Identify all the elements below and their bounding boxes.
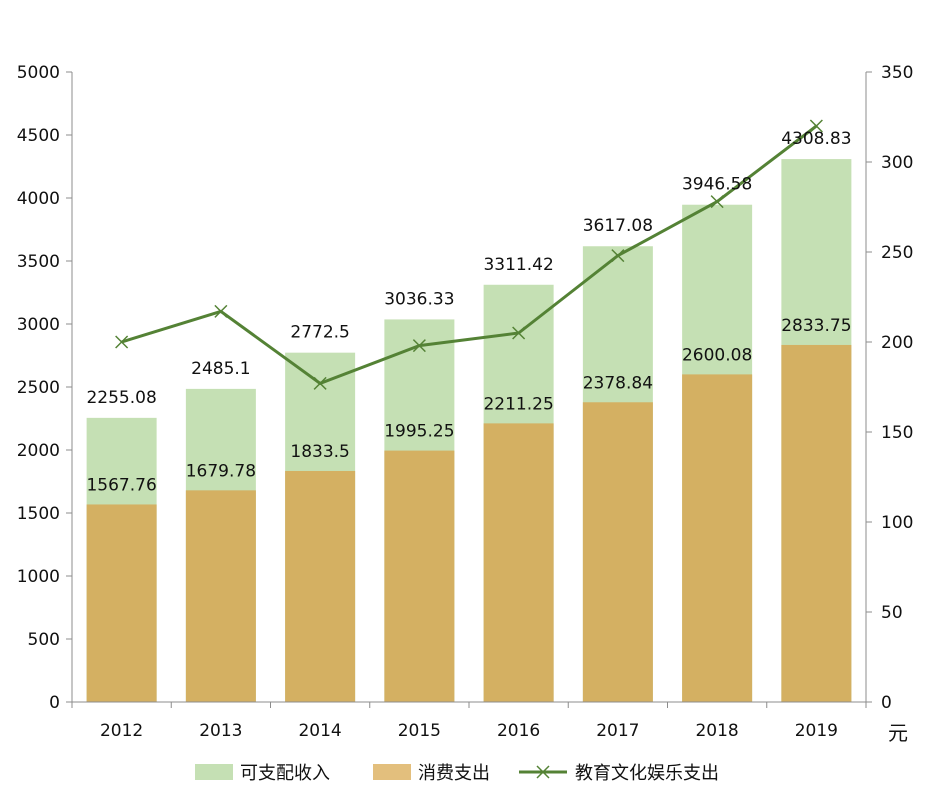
- marker-education-2016: [512, 326, 526, 340]
- bar-consumption-2013: [185, 490, 256, 702]
- right-tick-label: 200: [881, 333, 913, 353]
- right-axis-unit: 元: [888, 721, 908, 745]
- label-consumption-2013: 1679.78: [186, 461, 256, 481]
- bar-consumption-2012: [86, 504, 157, 702]
- line-layer: [115, 119, 823, 390]
- label-consumption-2014: 1833.5: [290, 442, 349, 462]
- bar-consumption-2017: [582, 402, 653, 702]
- label-income-2015: 3036.33: [384, 289, 454, 309]
- marker-education-2015: [412, 339, 426, 353]
- left-tick-label: 3000: [17, 315, 60, 335]
- marker-education-2018: [710, 195, 724, 209]
- right-tick-label: 150: [881, 423, 913, 443]
- left-tick-label: 4000: [17, 189, 60, 209]
- x-tick-label-2017: 2017: [596, 721, 639, 741]
- left-tick-label: 3500: [17, 252, 60, 272]
- data-labels-layer: 2255.08 2485.1 2772.5 3036.33 3311.42 3617.08…: [86, 129, 851, 495]
- label-income-2014: 2772.5: [290, 323, 349, 343]
- left-tick-label: 4500: [17, 126, 60, 146]
- marker-education-2017: [611, 249, 625, 263]
- x-tick-label-2016: 2016: [497, 721, 540, 741]
- label-consumption-2015: 1995.25: [384, 422, 454, 442]
- x-tick-label-2018: 2018: [695, 721, 738, 741]
- right-tick-label: 100: [881, 513, 913, 533]
- label-income-2019: 4308.83: [781, 129, 851, 149]
- right-tick-label: 0: [881, 693, 892, 713]
- legend-swatch-consumption: [373, 764, 411, 780]
- label-income-2013: 2485.1: [191, 359, 250, 379]
- label-consumption-2018: 2600.08: [682, 345, 752, 365]
- marker-education-2019: [809, 119, 823, 133]
- right-tick-label: 300: [881, 153, 913, 173]
- left-tick-label: 2500: [17, 378, 60, 398]
- left-tick-label: 2000: [17, 441, 60, 461]
- right-tick-label: 350: [881, 63, 913, 83]
- x-tick-label-2012: 2012: [100, 721, 143, 741]
- x-tick-label-2019: 2019: [795, 721, 838, 741]
- legend-swatch-income: [195, 764, 233, 780]
- legend-marker-education: [536, 765, 550, 779]
- axes-layer: 0500100015002000250030003500400045005000…: [17, 63, 914, 741]
- legend-label-income: 可支配收入: [240, 763, 330, 784]
- left-tick-label: 0: [49, 693, 60, 713]
- label-income-2018: 3946.58: [682, 175, 752, 195]
- bar-consumption-2019: [781, 344, 852, 702]
- x-tick-label-2014: 2014: [298, 721, 341, 741]
- marker-education-2013: [214, 304, 228, 318]
- label-consumption-2012: 1567.76: [86, 475, 156, 495]
- bar-consumption-2018: [682, 374, 753, 702]
- bar-consumption-2014: [285, 470, 356, 702]
- marker-education-2014: [313, 376, 327, 390]
- legend: 可支配收入 消费支出 教育文化娱乐支出: [195, 763, 719, 784]
- right-tick-label: 250: [881, 243, 913, 263]
- left-tick-label: 500: [28, 630, 60, 650]
- x-tick-label-2013: 2013: [199, 721, 242, 741]
- label-income-2012: 2255.08: [86, 388, 156, 408]
- legend-label-education: 教育文化娱乐支出: [575, 763, 719, 784]
- label-income-2016: 3311.42: [483, 255, 553, 275]
- label-consumption-2017: 2378.84: [583, 373, 653, 393]
- left-tick-label: 5000: [17, 63, 60, 83]
- left-tick-label: 1500: [17, 504, 60, 524]
- left-tick-label: 1000: [17, 567, 60, 587]
- label-consumption-2016: 2211.25: [483, 394, 553, 414]
- bar-consumption-2016: [483, 423, 554, 702]
- bar-consumption-2015: [384, 450, 455, 702]
- label-consumption-2019: 2833.75: [781, 316, 851, 336]
- line-education: [121, 124, 818, 386]
- bars-layer: [86, 159, 852, 703]
- marker-education-2012: [115, 335, 129, 349]
- x-tick-label-2015: 2015: [398, 721, 441, 741]
- legend-label-consumption: 消费支出: [418, 763, 490, 784]
- label-income-2017: 3617.08: [583, 216, 653, 236]
- right-tick-label: 50: [881, 603, 903, 623]
